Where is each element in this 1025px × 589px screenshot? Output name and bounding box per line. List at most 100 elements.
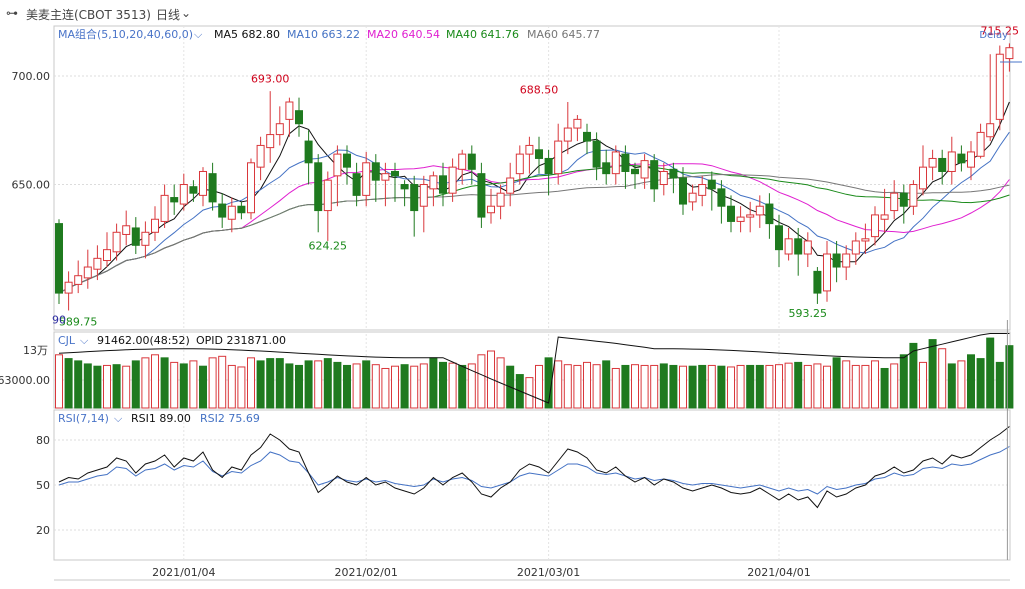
candle-body (429, 175, 438, 190)
cjl-value: 91462.00(48:52) (97, 334, 190, 347)
candle-body (592, 140, 601, 168)
candle-body (400, 184, 409, 190)
top-toolbar: ⊶ 美麦主连(CBOT 3513) 日线 ⌄ (0, 0, 1025, 26)
ma-legend-ma60: MA60 645.77 (527, 28, 600, 41)
volume-bar (755, 364, 764, 409)
volume-bar (631, 364, 639, 409)
volume-bar (477, 354, 486, 409)
candle-body (247, 162, 255, 214)
date-tick-label: 2021/01/04 (152, 566, 215, 579)
candle-body (256, 144, 265, 168)
rsi-tick-label: 80 (36, 434, 50, 447)
candle-body (938, 157, 947, 172)
volume-bar (717, 365, 726, 409)
volume-bar (976, 358, 985, 409)
volume-bar (909, 342, 918, 409)
volume-bar (333, 361, 342, 409)
volume-bar (487, 350, 495, 409)
candle-body (669, 168, 678, 179)
price-annotation: 589.75 (59, 316, 98, 329)
volume-bar (381, 367, 390, 409)
volume-bar (189, 360, 198, 409)
symbol-title[interactable]: 美麦主连(CBOT 3513) (26, 8, 151, 22)
candle-body (611, 151, 620, 175)
volume-bar (285, 363, 294, 409)
period-selector[interactable]: 日线 (156, 8, 181, 22)
candle-body (285, 101, 294, 120)
candle-body (803, 240, 812, 255)
volume-bar (928, 339, 937, 409)
candle-body (554, 140, 563, 175)
link-icon[interactable]: ⊶ (6, 6, 18, 20)
rsi1-legend: RSI1 89.00 (131, 412, 191, 425)
volume-bar (842, 360, 851, 409)
chevron-down-icon: ⌵ (80, 334, 89, 347)
price-annotation: 715.25 (981, 25, 1020, 38)
rsi2-legend: RSI2 75.69 (200, 412, 260, 425)
ma-legend-ma40: MA40 641.76 (446, 28, 519, 41)
ma-indicator-name: MA组合(5,10,20,40,60,0) (58, 27, 193, 41)
candle-body (304, 140, 313, 164)
volume-bar (957, 360, 966, 409)
volume-bar (736, 364, 745, 409)
candle-body (525, 144, 534, 155)
candle-body (535, 149, 543, 159)
volume-bar (573, 364, 582, 409)
candle-body (227, 205, 236, 220)
candle-body (179, 184, 188, 205)
candle-body (189, 186, 198, 194)
volume-bar (448, 362, 457, 409)
ma60-line (58, 173, 1010, 294)
candle-body (544, 157, 553, 175)
candle-body (717, 188, 726, 207)
chevron-down-icon[interactable]: ⌄ (181, 6, 192, 20)
volume-bar (919, 361, 927, 409)
volume-bar (170, 361, 179, 409)
candle-body (410, 184, 419, 212)
volume-bar (83, 363, 92, 409)
opid-line (58, 333, 1010, 404)
volume-bar (458, 364, 467, 409)
volume-bar (650, 364, 659, 409)
volume-bar (621, 364, 630, 409)
opid-value: OPID 231871.00 (196, 334, 286, 347)
volume-bar (525, 377, 534, 409)
volume-bar (554, 360, 563, 409)
candle-body (976, 131, 985, 157)
volume-bar (256, 360, 265, 409)
volume-bar (861, 364, 870, 409)
volume-bar (391, 365, 399, 409)
volume-bar (160, 357, 169, 409)
candle-body (851, 240, 860, 255)
volume-bar (602, 360, 611, 409)
volume-bar (371, 364, 380, 409)
candle-body (967, 151, 975, 168)
price-annotation: 693.00 (251, 72, 290, 85)
candle-body (371, 162, 380, 181)
candle-body (362, 162, 371, 196)
volume-bar (419, 363, 428, 409)
volume-bar (544, 357, 553, 409)
volume-bar (803, 364, 812, 409)
volume-bar (343, 364, 351, 409)
ma10-line (58, 131, 1010, 294)
candle-body (83, 266, 92, 279)
candle-body (698, 184, 707, 196)
volume-bar (871, 360, 879, 409)
candle-body (919, 166, 927, 190)
candle-body (583, 131, 591, 142)
volume-bar (727, 366, 735, 409)
volume-bar (199, 365, 207, 409)
candle-body (122, 225, 131, 235)
candle-body (861, 238, 870, 242)
ma-legend-ma10: MA10 663.22 (287, 28, 360, 41)
volume-bar (64, 358, 73, 409)
price-tick-label: 650.00 (12, 179, 51, 192)
candle-body (650, 160, 659, 190)
candle-body (746, 214, 755, 218)
candle-body (496, 192, 505, 207)
candle-body (871, 214, 879, 238)
volume-bar (410, 365, 419, 409)
ma-legend-ma20: MA20 640.54 (367, 28, 440, 41)
